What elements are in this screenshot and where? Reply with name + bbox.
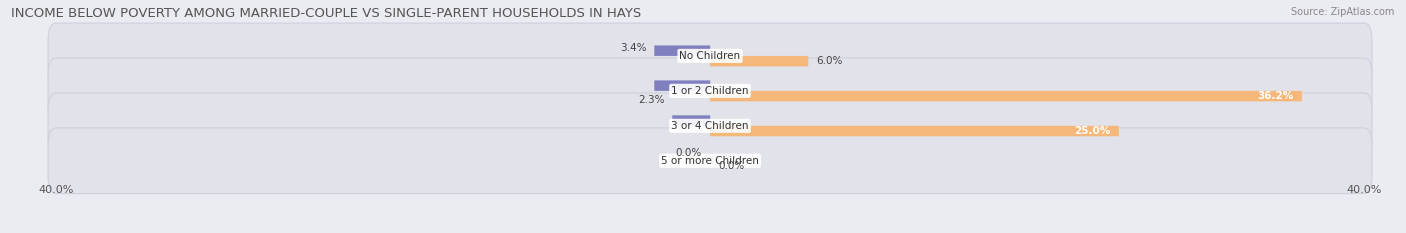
- Text: 0.0%: 0.0%: [718, 161, 744, 171]
- FancyBboxPatch shape: [710, 126, 1119, 136]
- Text: 36.2%: 36.2%: [1257, 91, 1294, 101]
- FancyBboxPatch shape: [48, 93, 1372, 159]
- Text: 2.3%: 2.3%: [638, 96, 664, 106]
- Text: Source: ZipAtlas.com: Source: ZipAtlas.com: [1291, 7, 1395, 17]
- Text: 3 or 4 Children: 3 or 4 Children: [671, 121, 749, 131]
- Text: 1 or 2 Children: 1 or 2 Children: [671, 86, 749, 96]
- Text: 3.4%: 3.4%: [620, 0, 647, 1]
- Text: 6.0%: 6.0%: [817, 56, 842, 66]
- FancyBboxPatch shape: [654, 45, 710, 56]
- Text: 0.0%: 0.0%: [676, 148, 702, 158]
- FancyBboxPatch shape: [710, 91, 1302, 101]
- FancyBboxPatch shape: [48, 23, 1372, 89]
- Text: INCOME BELOW POVERTY AMONG MARRIED-COUPLE VS SINGLE-PARENT HOUSEHOLDS IN HAYS: INCOME BELOW POVERTY AMONG MARRIED-COUPL…: [11, 7, 641, 20]
- Text: 5 or more Children: 5 or more Children: [661, 156, 759, 166]
- Text: No Children: No Children: [679, 51, 741, 61]
- FancyBboxPatch shape: [48, 58, 1372, 124]
- FancyBboxPatch shape: [48, 128, 1372, 194]
- Text: 3.4%: 3.4%: [620, 43, 647, 53]
- FancyBboxPatch shape: [710, 56, 808, 66]
- FancyBboxPatch shape: [672, 115, 710, 126]
- Text: 25.0%: 25.0%: [1074, 126, 1111, 136]
- FancyBboxPatch shape: [654, 80, 710, 91]
